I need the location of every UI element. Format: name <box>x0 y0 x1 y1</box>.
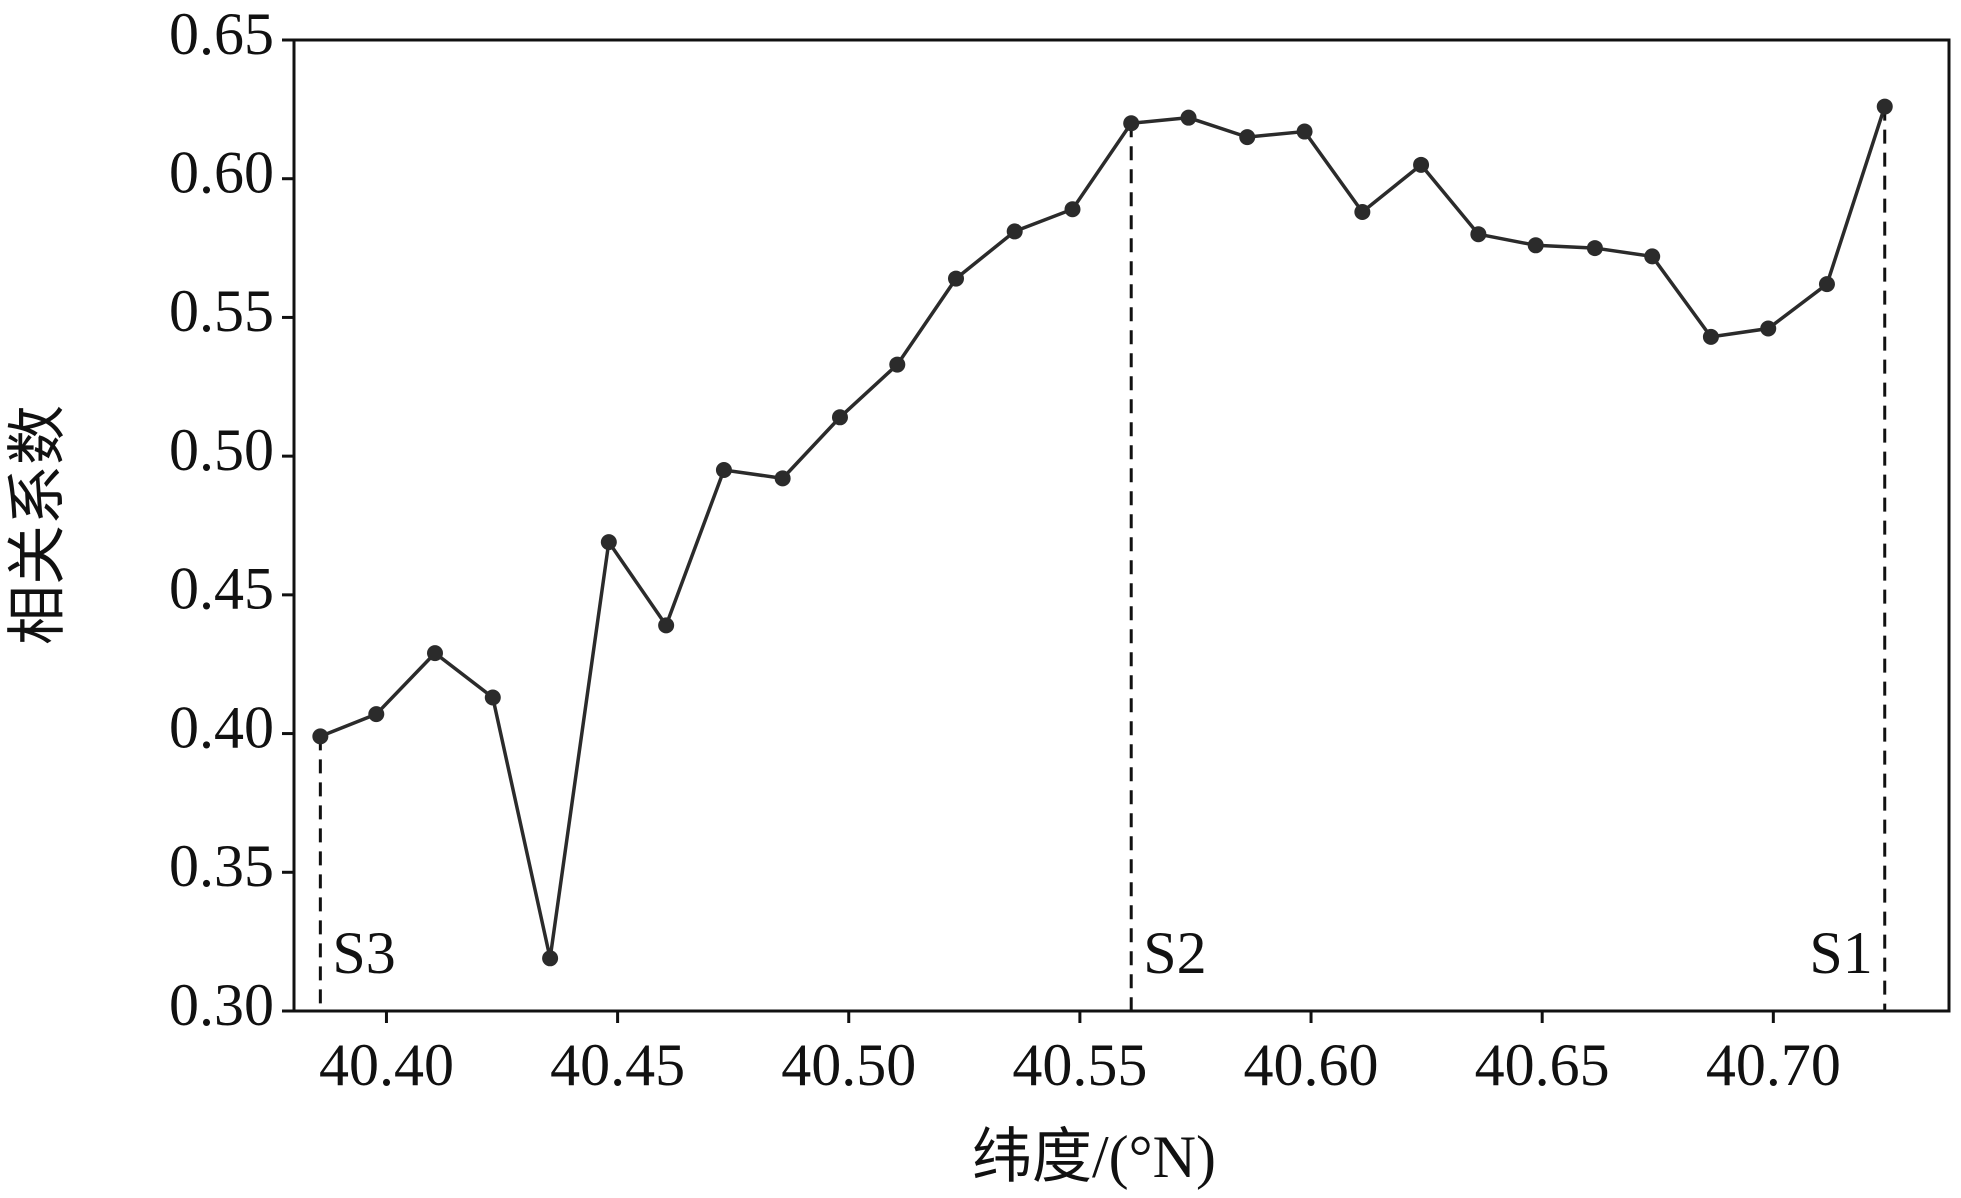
point <box>1006 223 1023 240</box>
marker-label: S3 <box>332 920 395 986</box>
y-tick-label: 0.30 <box>169 972 274 1038</box>
point <box>831 409 848 426</box>
point <box>1296 123 1313 140</box>
x-axis-label: 纬度/(°N) <box>972 1124 1216 1190</box>
point <box>715 462 732 479</box>
marker-label: S2 <box>1143 920 1206 986</box>
y-tick-label: 0.50 <box>169 417 274 483</box>
point <box>889 356 906 373</box>
point <box>1064 201 1081 218</box>
x-tick-label: 40.40 <box>319 1032 454 1098</box>
y-tick-label: 0.60 <box>169 139 274 205</box>
point <box>1702 328 1719 345</box>
y-tick-label: 0.55 <box>169 278 274 344</box>
point <box>1123 115 1140 132</box>
plot-frame <box>292 38 1951 1013</box>
x-tick-label: 40.55 <box>1012 1032 1147 1098</box>
point <box>312 728 329 745</box>
x-tick-label: 40.50 <box>781 1032 916 1098</box>
point <box>948 270 964 287</box>
x-tick-label: 40.45 <box>550 1032 685 1098</box>
point <box>426 645 443 662</box>
x-tick-label: 40.70 <box>1706 1032 1841 1098</box>
point <box>1180 109 1197 126</box>
y-tick-label: 0.40 <box>169 694 274 760</box>
point <box>1239 129 1256 146</box>
point <box>1586 240 1603 257</box>
y-tick-label: 0.45 <box>169 556 274 622</box>
point <box>1354 204 1371 221</box>
x-tick-label: 40.65 <box>1475 1032 1610 1098</box>
point <box>542 950 559 967</box>
point <box>1527 237 1544 254</box>
line <box>319 106 1887 959</box>
point <box>1818 276 1835 293</box>
point <box>658 617 675 634</box>
point <box>484 689 501 706</box>
point <box>1760 320 1777 337</box>
point <box>600 534 617 551</box>
point <box>368 706 385 723</box>
x-tick-label: 40.60 <box>1244 1032 1379 1098</box>
y-tick-label: 0.35 <box>169 833 274 899</box>
point <box>1470 226 1487 243</box>
y-tick-label: 0.65 <box>169 1 274 67</box>
point <box>1644 248 1661 265</box>
marker-label: S1 <box>1809 920 1872 986</box>
point <box>1876 98 1893 115</box>
point <box>774 470 791 487</box>
point <box>1413 156 1430 173</box>
y-axis-label: 相关系数 <box>5 405 71 645</box>
